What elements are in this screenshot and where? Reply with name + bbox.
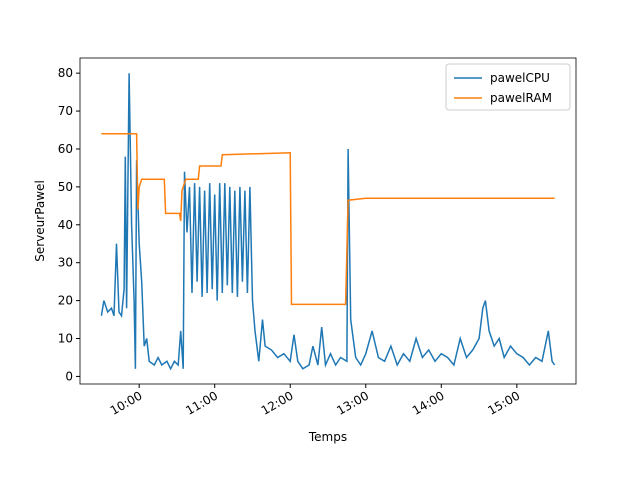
- line: [101, 133, 555, 306]
- y-tick-label: 0: [65, 369, 73, 383]
- x-tick-label: 15:00: [485, 388, 522, 417]
- y-tick-label: 80: [58, 66, 73, 80]
- x-tick-label: 10:00: [108, 388, 145, 417]
- line: [100, 73, 556, 371]
- y-tick-label: 10: [58, 332, 73, 346]
- y-tick-label: 60: [58, 142, 73, 156]
- x-axis-label: Temps: [308, 430, 347, 444]
- legend-label: pawelCPU: [490, 71, 550, 85]
- y-tick-label: 50: [58, 180, 73, 194]
- y-tick-label: 20: [58, 294, 73, 308]
- x-tick-label: 12:00: [259, 388, 296, 417]
- x-tick-label: 13:00: [334, 388, 371, 417]
- y-tick-label: 30: [58, 256, 73, 270]
- legend-label: pawelRAM: [490, 91, 552, 105]
- x-tick-label: 14:00: [410, 388, 447, 417]
- y-axis-label: ServeurPawel: [33, 180, 47, 262]
- x-tick-label: 11:00: [183, 388, 220, 417]
- y-tick-label: 70: [58, 104, 73, 118]
- y-tick-label: 40: [58, 218, 73, 232]
- plot-frame: [79, 57, 577, 385]
